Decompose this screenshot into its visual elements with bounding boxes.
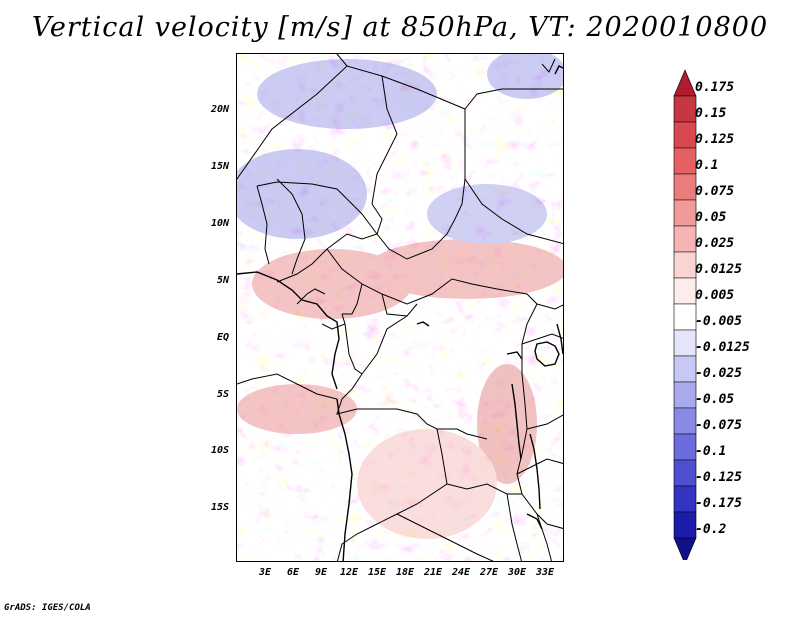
- colorbar-label: -0.1: [695, 444, 727, 459]
- colorbar-segment: [673, 277, 697, 305]
- lat-label-15n: 15N: [210, 161, 229, 172]
- colorbar-segment: [673, 537, 697, 560]
- colorbar-segment: [673, 485, 697, 513]
- colorbar-segment: [673, 381, 697, 409]
- colorbar-label: 0.125: [695, 132, 735, 147]
- colorbar-label: 0.0125: [695, 262, 742, 277]
- colorbar-label: 0.15: [695, 106, 727, 121]
- colorbar-segment: [673, 407, 697, 435]
- lon-label-6e: 6E: [286, 567, 300, 578]
- colorbar-label: -0.075: [695, 418, 742, 433]
- colorbar-label: -0.0125: [695, 340, 750, 355]
- lat-label-10n: 10N: [210, 218, 229, 229]
- colorbar-segment: [673, 329, 697, 357]
- lat-label-15s: 15S: [210, 502, 229, 513]
- coastlines-and-lakes: [237, 65, 563, 561]
- colorbar-segment: [673, 173, 697, 201]
- lat-label-5n: 5N: [216, 275, 229, 286]
- map-title: Vertical velocity [m/s] at 850hPa, VT: 2…: [31, 12, 769, 43]
- lon-label-12e: 12E: [339, 567, 359, 578]
- colorbar-label: -0.05: [695, 392, 735, 407]
- colorbar-segment: [673, 95, 697, 123]
- colorbar: [673, 69, 697, 560]
- colorbar-segment: [673, 121, 697, 149]
- colorbar-label: -0.005: [695, 314, 742, 329]
- colorbar-label: -0.125: [695, 470, 742, 485]
- colorbar-segment: [673, 433, 697, 461]
- lon-label-15e: 15E: [367, 567, 387, 578]
- lon-label-27e: 27E: [479, 567, 499, 578]
- lat-label-eq: EQ: [216, 332, 229, 343]
- lon-label-9e: 9E: [314, 567, 328, 578]
- colorbar-label: 0.025: [695, 236, 735, 251]
- velocity-speckle-layer: [237, 54, 563, 561]
- vertical-velocity-field: [237, 54, 563, 561]
- lon-label-3e: 3E: [258, 567, 272, 578]
- colorbar-label: 0.005: [695, 288, 735, 303]
- lon-label-30e: 30E: [507, 567, 527, 578]
- colorbar-label: -0.2: [695, 522, 727, 537]
- colorbar-label: 0.075: [695, 184, 735, 199]
- lon-label-24e: 24E: [451, 567, 471, 578]
- colorbar-segment: [673, 147, 697, 175]
- lon-label-21e: 21E: [423, 567, 443, 578]
- colorbar-label: 0.175: [695, 80, 735, 95]
- colorbar-label: -0.175: [695, 496, 742, 511]
- grads-credit: GrADS: IGES/COLA: [4, 603, 91, 613]
- colorbar-segment: [673, 459, 697, 487]
- lat-label-20n: 20N: [210, 104, 229, 115]
- lat-label-10s: 10S: [210, 445, 229, 456]
- colorbar-segment: [673, 511, 697, 539]
- colorbar-segment: [673, 225, 697, 253]
- colorbar-label: 0.1: [695, 158, 719, 173]
- colorbar-label: 0.05: [695, 210, 727, 225]
- colorbar-segment: [673, 251, 697, 279]
- colorbar-segment: [673, 69, 697, 97]
- lat-label-5s: 5S: [216, 389, 229, 400]
- colorbar-segment: [673, 199, 697, 227]
- colorbar-label: -0.025: [695, 366, 742, 381]
- colorbar-segment: [673, 303, 697, 331]
- map-panel: [236, 53, 564, 562]
- country-borders: [237, 54, 563, 561]
- lon-label-33e: 33E: [535, 567, 555, 578]
- colorbar-segment: [673, 355, 697, 383]
- lon-label-18e: 18E: [395, 567, 415, 578]
